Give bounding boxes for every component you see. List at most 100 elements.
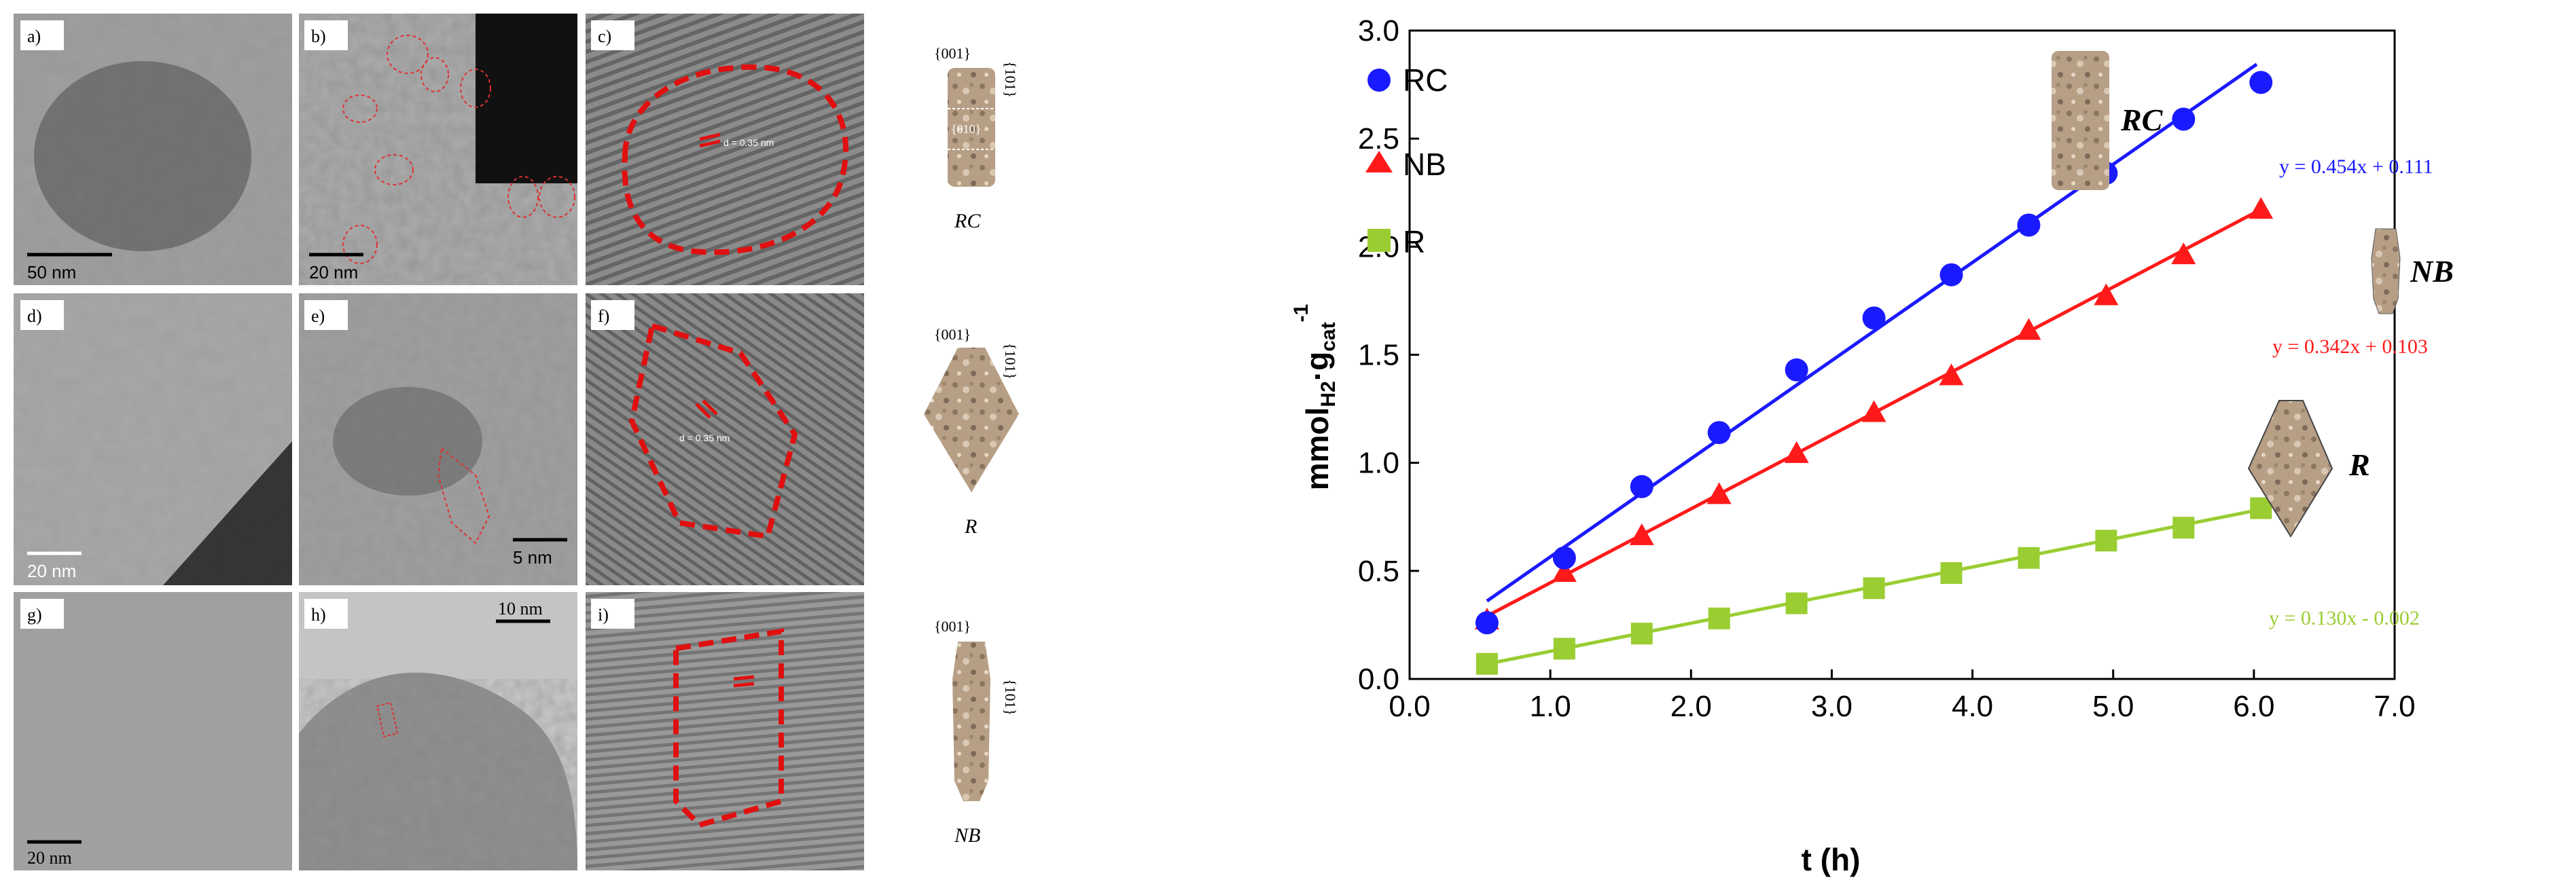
scale-bar-label: 50 nm	[27, 262, 76, 282]
fringe-spacing-label: d = 0.35 nm	[723, 137, 774, 148]
data-point-rc	[1475, 611, 1499, 635]
data-point-r	[1708, 607, 1730, 629]
fit-equation-r: y = 0.130x - 0.002	[2269, 607, 2420, 629]
x-tick-label: 3.0	[1811, 690, 1853, 723]
legend-marker-nb	[1365, 151, 1393, 172]
fringe-spacing-label: d = 0.35 nm	[679, 432, 730, 443]
scheme-r: {001} {101} R	[924, 326, 1019, 538]
facet-001-label: {001}	[934, 618, 971, 635]
data-point-r	[1630, 623, 1653, 645]
x-tick-label: 4.0	[1952, 690, 1993, 723]
x-axis: 0.0 1.0 2.0 3.0 4.0 5.0 6.0 7.0	[1389, 669, 2416, 723]
y-tick-label: 1.0	[1358, 447, 1399, 480]
facet-001-label: {001}	[934, 45, 971, 62]
panel-label: a)	[27, 26, 41, 46]
data-point-rc	[1707, 421, 1731, 445]
data-point-rc	[1862, 306, 1886, 330]
inset-r: R	[2247, 400, 2370, 538]
legend-label-r: R	[1403, 224, 1425, 259]
legend-label-rc: RC	[1403, 62, 1448, 98]
x-tick-label: 6.0	[2233, 690, 2274, 723]
x-tick-label: 1.0	[1530, 690, 1571, 723]
legend: RC NB R	[1365, 62, 1448, 259]
data-point-nb	[2016, 318, 2041, 340]
fit-line-rc	[1486, 62, 2258, 603]
scale-bar-label: 20 nm	[27, 848, 72, 868]
y-axis: 0.00.51.01.52.02.53.0	[1358, 14, 1419, 696]
scheme-name: R	[964, 515, 977, 538]
data-point-nb	[1706, 482, 1732, 504]
facet-101-label: {101}	[1002, 679, 1019, 716]
x-tick-label: 0.0	[1389, 690, 1430, 723]
legend-marker-r	[1367, 229, 1391, 252]
panel-label: c)	[598, 26, 611, 46]
data-point-rc	[1630, 475, 1653, 498]
panel-label: e)	[311, 306, 325, 326]
legend-label-nb: NB	[1403, 147, 1446, 182]
legend-marker-rc	[1367, 69, 1391, 92]
panel-e: e) 5 nm	[299, 293, 577, 585]
y-axis-title-sub-cat: cat	[1317, 322, 1340, 351]
scheme-name: RC	[954, 210, 981, 232]
scale-bar-label: 20 nm	[309, 262, 358, 282]
y-axis-title-sup: -1	[1290, 304, 1312, 323]
y-tick-label: 0.5	[1358, 555, 1399, 588]
scheme-rc: {001} {010} {101} RC	[934, 45, 1019, 232]
x-tick-label: 2.0	[1670, 690, 1712, 723]
facet-010-label: {010}	[951, 122, 981, 136]
inset-nb: NB	[2371, 228, 2454, 314]
data-point-r	[2095, 530, 2117, 552]
data-point-nb	[1629, 523, 1654, 545]
panel-f: d = 0.35 nm f)	[586, 293, 864, 585]
y-tick-label: 3.0	[1358, 14, 1399, 48]
tem-grid: a) 50 nm b) 20 nm d = 0	[14, 14, 1019, 870]
h2-production-chart: 0.0 1.0 2.0 3.0 4.0 5.0 6.0 7.0 0.0 0.5 1.0 1.5 2.0…	[1290, 14, 2454, 877]
panel-c: d = 0.35 nm c)	[586, 14, 864, 285]
facet-101-label: {101}	[1002, 61, 1019, 98]
fit-equation-nb: y = 0.342x + 0.103	[2272, 335, 2428, 358]
panel-h: h) 10 nm	[299, 592, 577, 870]
data-point-nb	[2249, 197, 2274, 219]
y-tick-label: 2.5	[1358, 122, 1399, 155]
panel-label: h)	[311, 605, 326, 625]
data-point-rc	[1552, 546, 1576, 570]
x-axis-title: t (h)	[1802, 842, 1861, 877]
data-point-rc	[2172, 107, 2196, 131]
inset-rc: RC	[2052, 51, 2164, 190]
data-point-rc	[2249, 71, 2273, 94]
data-point-nb	[1784, 441, 1809, 463]
y-axis-title-sub-h2: H2	[1317, 381, 1340, 407]
data-point-nb	[1552, 560, 1577, 583]
facet-001-label: {001}	[934, 326, 971, 343]
scale-bar-label: 5 nm	[513, 547, 552, 568]
y-tick-label: 0.0	[1358, 663, 1399, 696]
data-point-rc	[1785, 358, 1808, 382]
data-point-r	[1553, 638, 1575, 660]
fit-equation-rc: y = 0.454x + 0.111	[2279, 155, 2433, 178]
data-point-nb	[2094, 283, 2119, 306]
scheme-nb: {001} {101} NB	[934, 618, 1019, 847]
y-axis-title-main: mmol	[1300, 407, 1335, 491]
facet-101-label: {101}	[1002, 343, 1019, 380]
data-point-r	[1863, 577, 1885, 600]
data-point-r	[2018, 547, 2040, 569]
x-tick-label: 7.0	[2374, 690, 2415, 723]
data-point-r	[1785, 592, 1808, 614]
scheme-name: NB	[954, 824, 980, 847]
panel-label: f)	[598, 306, 609, 326]
data-point-rc	[2017, 213, 2041, 237]
data-point-rc	[1939, 263, 1963, 287]
panel-label: i)	[598, 605, 609, 625]
panel-g: g) 20 nm	[14, 592, 292, 870]
panel-label: d)	[27, 306, 42, 326]
y-tick-label: 1.5	[1358, 339, 1399, 372]
scale-bar-label: 10 nm	[498, 599, 543, 619]
data-point-r	[2172, 517, 2195, 539]
panel-b: b) 20 nm	[299, 14, 577, 285]
y-axis-title-mid: ·g	[1300, 352, 1335, 381]
data-point-r	[1940, 562, 1963, 585]
scale-bar-label: 20 nm	[27, 561, 76, 581]
y-axis-title: mmolH2·gcat -1	[1290, 304, 1340, 491]
panel-label: b)	[311, 26, 326, 46]
